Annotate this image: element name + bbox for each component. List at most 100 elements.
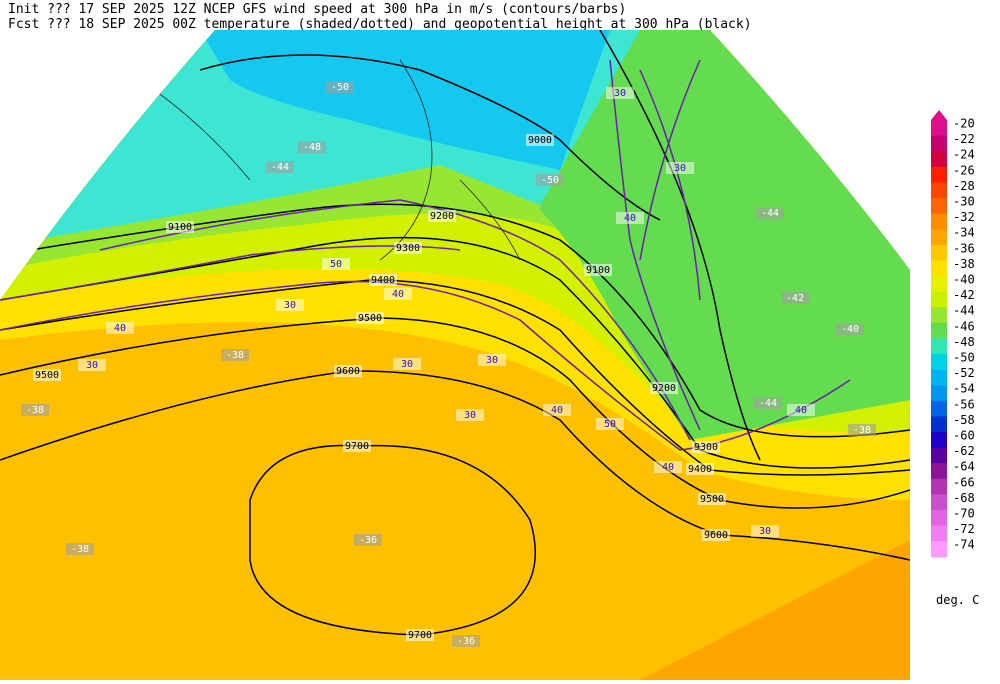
label-box — [276, 299, 304, 311]
colorbar-swatch — [931, 338, 947, 355]
temp-label: -50 — [541, 175, 559, 186]
wind-label: 30 — [284, 300, 296, 311]
height-label: 9400 — [371, 275, 395, 286]
height-label: 9300 — [396, 243, 420, 254]
temp-label: -44 — [271, 162, 289, 173]
label-box — [606, 87, 634, 99]
height-contours — [0, 30, 910, 636]
label-box — [66, 543, 94, 555]
wind-label: 30 — [86, 360, 98, 371]
label-box — [756, 207, 784, 219]
colorbar-label: -62 — [953, 444, 975, 458]
colorbar-swatch — [931, 244, 947, 261]
colorbar-swatch — [931, 213, 947, 230]
label-box — [702, 529, 730, 541]
label-box — [666, 162, 694, 174]
label-box — [836, 323, 864, 335]
label-box — [751, 525, 779, 537]
temp-label: -38 — [26, 405, 44, 416]
colorbar-swatch — [931, 447, 947, 464]
colorbar-swatch — [931, 354, 947, 371]
label-box — [221, 349, 249, 361]
wind-label: 40 — [114, 323, 126, 334]
height-label: 9100 — [168, 222, 192, 233]
colorbar-label: -54 — [953, 382, 975, 396]
colorbar-label: -72 — [953, 522, 975, 536]
colorbar-arrow — [931, 110, 947, 120]
label-box — [616, 212, 644, 224]
colorbar-unit: deg. C — [936, 593, 979, 607]
colorbar-swatch — [931, 369, 947, 386]
temp-shade — [200, 30, 610, 170]
label-box — [106, 322, 134, 334]
colorbar-swatch — [931, 510, 947, 527]
label-box — [754, 397, 782, 409]
colorbar-label: -20 — [953, 117, 975, 131]
colorbar-swatch — [931, 432, 947, 449]
label-box — [33, 369, 61, 381]
temp-label: -38 — [226, 350, 244, 361]
wind-label: 30 — [401, 359, 413, 370]
header-line: Fcst ??? 18 SEP 2025 00Z temperature (sh… — [8, 17, 752, 32]
height-label: 9500 — [35, 370, 59, 381]
colorbar-label: -24 — [953, 148, 975, 162]
wind-label: 30 — [759, 526, 771, 537]
label-box — [781, 292, 809, 304]
label-box — [526, 134, 554, 146]
colorbar-label: -46 — [953, 319, 975, 333]
colorbar-label: -32 — [953, 210, 975, 224]
wind-label: 40 — [392, 289, 404, 300]
label-box — [322, 258, 350, 270]
label-box — [543, 404, 571, 416]
colorbar-swatch — [931, 276, 947, 293]
colorbar: -20-22-24-26-28-30-32-34-36-38-40-42-44-… — [931, 110, 979, 607]
colorbar-label: -42 — [953, 288, 975, 302]
temp-shade — [640, 540, 910, 680]
label-box — [384, 288, 412, 300]
height-label: 9700 — [345, 441, 369, 452]
height-label: 9000 — [528, 135, 552, 146]
label-box — [298, 141, 326, 153]
wind-label: 40 — [795, 405, 807, 416]
colorbar-swatch — [931, 166, 947, 183]
temp-label: -36 — [359, 535, 377, 546]
colorbar-label: -28 — [953, 179, 975, 193]
colorbar-swatch — [931, 120, 947, 137]
temp-label: -48 — [303, 142, 321, 153]
colorbar-label: -66 — [953, 475, 975, 489]
colorbar-swatch — [931, 229, 947, 246]
wind-label: 50 — [330, 259, 342, 270]
height-label: 9300 — [694, 442, 718, 453]
height-label: 9200 — [652, 383, 676, 394]
colorbar-swatch — [931, 463, 947, 480]
label-box — [406, 629, 434, 641]
colorbar-swatch — [931, 135, 947, 152]
temp-label: -50 — [331, 82, 349, 93]
map: 9000 9100 9100 9200 9200 9300 9300 9400 9400 9500… — [0, 30, 910, 680]
wind-label: 40 — [662, 462, 674, 473]
label-box — [650, 382, 678, 394]
label-box — [78, 359, 106, 371]
label-box — [536, 174, 564, 186]
colorbar-label: -70 — [953, 507, 975, 521]
height-label: 9200 — [430, 211, 454, 222]
label-box — [266, 161, 294, 173]
colorbar-label: -36 — [953, 241, 975, 255]
wind-label: 30 — [674, 163, 686, 174]
temp-label: -36 — [457, 636, 475, 647]
colorbar-swatch — [931, 291, 947, 308]
colorbar-label: -26 — [953, 163, 975, 177]
label-box — [369, 274, 397, 286]
colorbar-label: -22 — [953, 132, 975, 146]
label-box — [848, 424, 876, 436]
temp-label: -42 — [786, 293, 804, 304]
header-line: Init ??? 17 SEP 2025 12Z NCEP GFS wind s… — [8, 2, 626, 17]
label-box — [584, 264, 612, 276]
colorbar-label: -48 — [953, 335, 975, 349]
colorbar-label: -50 — [953, 351, 975, 365]
height-label: 9100 — [586, 265, 610, 276]
height-label: 9500 — [700, 494, 724, 505]
wind-label: 50 — [604, 419, 616, 430]
label-box — [698, 493, 726, 505]
